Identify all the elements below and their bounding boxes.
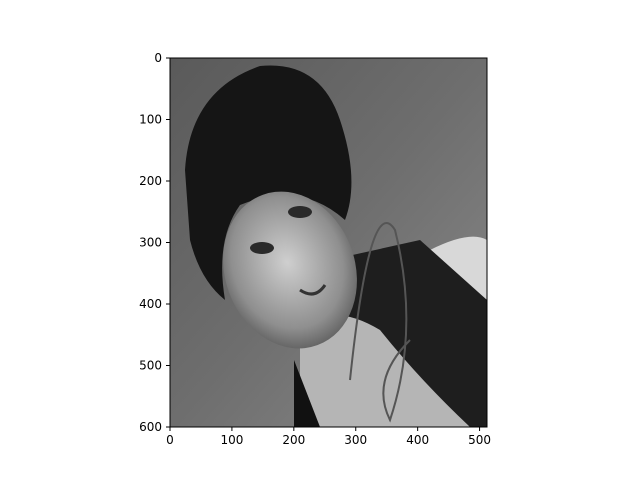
x-tick-label: 200 [282, 433, 305, 447]
x-tick-label: 300 [344, 433, 367, 447]
y-tick-label: 500 [139, 359, 162, 373]
y-tick-label: 400 [139, 297, 162, 311]
image [170, 58, 487, 427]
y-tick-label: 200 [139, 174, 162, 188]
y-tick-label: 100 [139, 113, 162, 127]
y-tick-label: 0 [154, 51, 162, 65]
x-tick-label: 100 [220, 433, 243, 447]
x-tick-label: 400 [406, 433, 429, 447]
x-tick-label: 0 [166, 433, 174, 447]
y-tick-label: 300 [139, 236, 162, 250]
y-tick-label: 600 [139, 420, 162, 434]
x-tick-label: 500 [468, 433, 491, 447]
